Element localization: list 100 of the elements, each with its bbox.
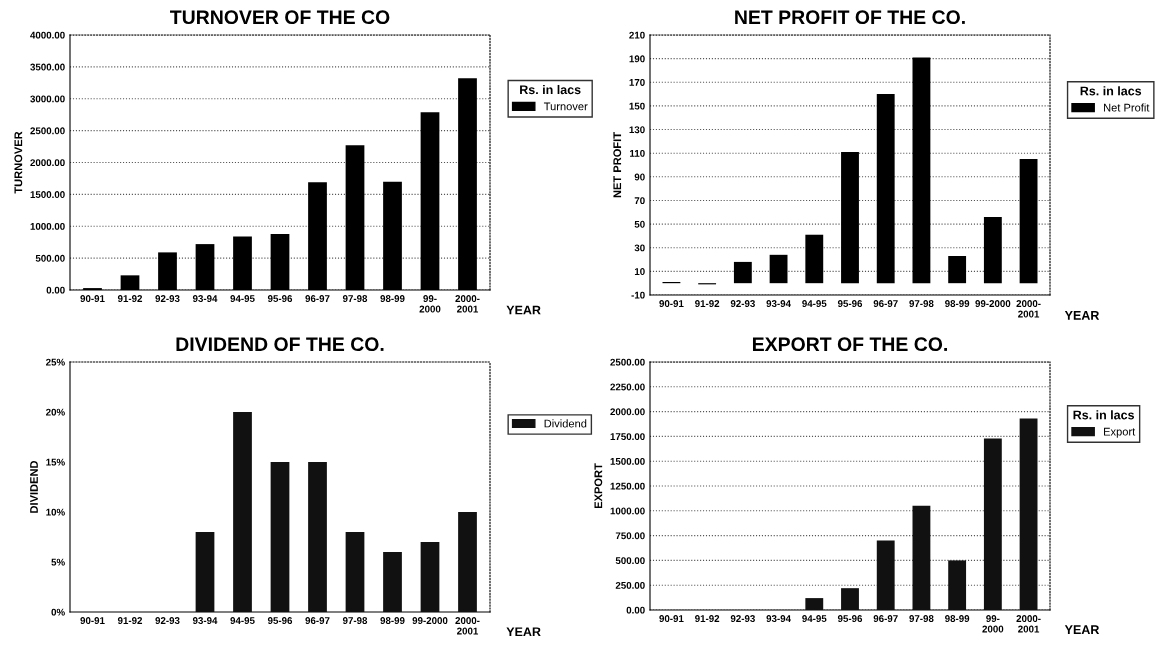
x-tick-label: 97-98 [909,300,934,307]
y-tick-label: 2000.00 [610,408,645,416]
y-tick-label: 20% [46,408,65,416]
chart-title: EXPORT OF THE CO. [752,337,947,352]
y-axis-title: NET PROFIT [613,132,622,198]
y-tick-label: 210 [629,31,645,39]
chart-title: DIVIDEND OF THE CO. [176,337,384,352]
x-tick-label: 99- 2000 [982,615,1004,633]
y-tick-label: 25% [46,358,65,366]
x-tick-label: 97-98 [342,295,368,302]
y-tick-label: 15% [46,458,65,466]
y-tick-label: 1750.00 [610,433,645,441]
bar [876,94,895,284]
x-tick-label: 96-97 [873,615,898,622]
x-tick-label: 99- 2000 [419,295,441,313]
x-axis-title: YEAR [506,305,541,315]
x-tick-label: 2000- 2001 [1016,615,1041,633]
x-tick-label: 95-96 [267,295,293,302]
x-tick-label: 94-95 [230,295,255,302]
y-tick-label: 4000.00 [30,31,65,39]
x-tick-label: 90-91 [659,615,684,622]
bar [912,505,931,610]
y-tick-label: 0.00 [626,606,645,614]
legend-title: Rs. in lacs [520,84,581,95]
chart-title: NET PROFIT OF THE CO. [735,10,965,25]
y-tick-label: 2500.00 [610,358,645,366]
legend-title: Rs. in lacs [1073,410,1135,420]
y-tick-label: 0% [51,608,65,616]
x-tick-label: 93-94 [192,617,218,625]
y-tick-label: 10 [634,268,645,275]
y-tick-label: 1500.00 [610,457,645,465]
bar [983,217,1002,284]
bar [948,256,967,284]
x-tick-label: 94-95 [802,300,827,307]
bar [233,412,252,612]
bar [308,462,327,612]
x-tick-label: 97-98 [342,617,368,624]
bar [805,234,824,284]
bar [270,462,290,612]
y-tick-label: 1500.00 [30,191,65,198]
y-tick-label: 500.00 [35,254,65,262]
x-tick-label: 91-92 [117,295,143,302]
x-axis-title: YEAR [1064,311,1100,320]
y-tick-label: 3500.00 [30,63,65,71]
y-tick-label: 10% [46,508,65,516]
x-tick-label: 93-94 [192,295,218,303]
y-tick-label: 5% [51,558,65,566]
x-tick-label: 2000- 2001 [455,617,480,635]
x-tick-label: 90-91 [659,300,684,307]
legend-title: Rs. in lacs [1080,86,1142,96]
y-tick-label: 250.00 [615,581,645,589]
bar [1019,159,1038,284]
bar [769,254,788,284]
bar [948,560,967,610]
y-axis-title: TURNOVER [14,131,23,194]
y-tick-label: 150 [629,102,645,110]
bar [345,532,365,612]
y-tick-label: 170 [629,79,645,86]
y-tick-label: 3000.00 [30,95,65,103]
y-tick-label: 130 [629,126,645,134]
bar [841,588,859,610]
x-tick-label: 96-97 [305,295,330,302]
x-tick-label: 98-99 [380,617,405,624]
y-tick-label: 2000.00 [30,159,65,167]
x-tick-label: 98-99 [380,295,405,302]
x-tick-label: 93-94 [766,615,791,623]
y-tick-label: 2500.00 [30,127,65,135]
x-tick-label: 99-2000 [412,617,448,624]
x-tick-label: 91-92 [117,617,143,624]
x-axis-title: YEAR [506,627,541,637]
x-tick-label: 96-97 [873,300,898,307]
bar [458,512,477,612]
y-tick-label: 750.00 [615,532,645,540]
x-tick-label: 97-98 [909,615,934,622]
legend-label: Turnover [543,102,588,111]
y-tick-label: -10 [631,291,645,299]
bar [841,152,859,284]
x-tick-label: 96-97 [305,617,330,624]
x-tick-label: 91-92 [695,615,720,622]
y-tick-label: 1250.00 [610,482,645,490]
y-axis-title: EXPORT [594,463,603,509]
x-axis-title: YEAR [1064,625,1100,634]
y-tick-label: 110 [630,149,645,157]
x-tick-label: 92-93 [155,617,180,625]
y-tick-label: 1000.00 [30,222,65,230]
y-tick-label: 0.00 [46,286,65,294]
x-tick-label: 94-95 [230,617,255,624]
bar [983,438,1002,610]
bar [1019,418,1038,610]
y-tick-label: 50 [634,220,645,228]
x-tick-label: 90-91 [80,295,105,302]
x-tick-label: 2000- 2001 [455,295,480,313]
bar [420,542,440,612]
x-tick-label: 90-91 [80,617,105,624]
x-tick-label: 95-96 [837,615,863,622]
x-tick-label: 92-93 [730,300,755,308]
x-tick-label: 2000- 2001 [1016,300,1041,318]
bar [805,598,824,610]
x-tick-label: 93-94 [766,300,791,308]
y-tick-label: 2250.00 [610,383,645,391]
